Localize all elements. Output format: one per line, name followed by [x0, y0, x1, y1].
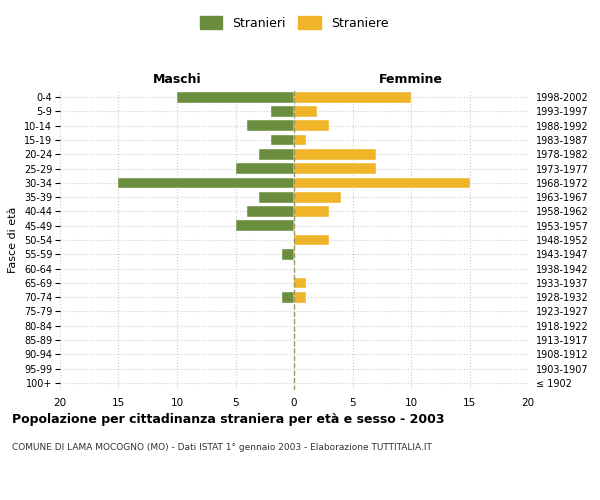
Text: Maschi: Maschi	[152, 72, 202, 86]
Bar	[177, 92, 294, 102]
Bar	[294, 106, 317, 117]
Legend: Stranieri, Straniere: Stranieri, Straniere	[200, 16, 388, 30]
Text: Popolazione per cittadinanza straniera per età e sesso - 2003: Popolazione per cittadinanza straniera p…	[12, 412, 445, 426]
Bar	[294, 92, 411, 102]
Bar	[283, 292, 294, 302]
Bar	[235, 163, 294, 174]
Bar	[271, 106, 294, 117]
Text: Femmine: Femmine	[379, 72, 443, 86]
Bar	[118, 178, 294, 188]
Bar	[294, 234, 329, 246]
Text: COMUNE DI LAMA MOCOGNO (MO) - Dati ISTAT 1° gennaio 2003 - Elaborazione TUTTITAL: COMUNE DI LAMA MOCOGNO (MO) - Dati ISTAT…	[12, 442, 432, 452]
Bar	[294, 163, 376, 174]
Bar	[283, 249, 294, 260]
Bar	[294, 178, 470, 188]
Bar	[294, 192, 341, 202]
Bar	[294, 206, 329, 217]
Bar	[259, 192, 294, 202]
Y-axis label: Fasce di età: Fasce di età	[8, 207, 19, 273]
Bar	[271, 134, 294, 145]
Bar	[294, 278, 306, 288]
Bar	[247, 206, 294, 217]
Bar	[247, 120, 294, 131]
Bar	[294, 134, 306, 145]
Bar	[259, 149, 294, 160]
Bar	[294, 292, 306, 302]
Bar	[294, 149, 376, 160]
Bar	[235, 220, 294, 231]
Bar	[294, 120, 329, 131]
